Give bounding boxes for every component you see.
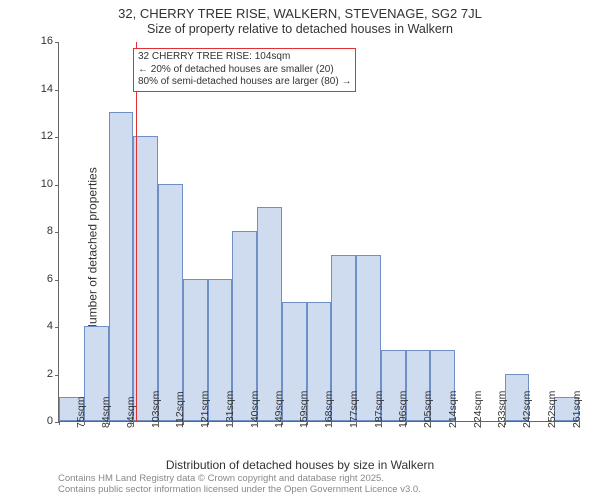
x-tick-label: 177sqm: [348, 391, 360, 428]
chart-title-main: 32, CHERRY TREE RISE, WALKERN, STEVENAGE…: [0, 6, 600, 21]
x-tick-label: 233sqm: [496, 391, 508, 428]
x-tick-label: 140sqm: [249, 391, 261, 428]
x-tick-mark: [109, 421, 110, 425]
x-tick-mark: [232, 421, 233, 425]
x-tick-label: 252sqm: [546, 391, 558, 428]
y-tick-label: 2: [23, 368, 59, 380]
footer-note: Contains HM Land Registry data © Crown c…: [58, 474, 421, 496]
annotation-line-2: ← 20% of detached houses are smaller (20…: [138, 64, 351, 77]
x-tick-mark: [133, 421, 134, 425]
x-tick-label: 205sqm: [422, 391, 434, 428]
annotation-box: 32 CHERRY TREE RISE: 104sqm ← 20% of det…: [133, 48, 356, 92]
x-tick-label: 131sqm: [224, 391, 236, 428]
y-tick-label: 6: [23, 273, 59, 285]
x-tick-label: 187sqm: [373, 391, 385, 428]
plot-area: 32 CHERRY TREE RISE: 104sqm ← 20% of det…: [58, 42, 578, 422]
histogram-bar: [109, 112, 134, 421]
x-tick-label: 261sqm: [571, 391, 583, 428]
x-tick-label: 94sqm: [125, 396, 137, 428]
x-tick-mark: [282, 421, 283, 425]
x-tick-label: 168sqm: [323, 391, 335, 428]
x-tick-mark: [257, 421, 258, 425]
y-tick-label: 12: [23, 130, 59, 142]
y-tick-label: 0: [23, 415, 59, 427]
x-tick-mark: [59, 421, 60, 425]
x-tick-mark: [455, 421, 456, 425]
x-tick-label: 214sqm: [447, 391, 459, 428]
x-tick-mark: [208, 421, 209, 425]
x-tick-label: 103sqm: [150, 391, 162, 428]
x-tick-mark: [183, 421, 184, 425]
x-tick-label: 112sqm: [174, 391, 186, 428]
x-tick-label: 224sqm: [472, 391, 484, 428]
y-tick-label: 4: [23, 320, 59, 332]
x-tick-mark: [579, 421, 580, 425]
x-tick-mark: [307, 421, 308, 425]
footer-line-2: Contains public sector information licen…: [58, 485, 421, 496]
x-tick-mark: [331, 421, 332, 425]
histogram-bar: [133, 136, 158, 421]
chart-container: 32, CHERRY TREE RISE, WALKERN, STEVENAGE…: [0, 0, 600, 500]
x-axis-label: Distribution of detached houses by size …: [0, 458, 600, 472]
x-tick-label: 75sqm: [75, 396, 87, 428]
x-tick-label: 84sqm: [100, 396, 112, 428]
x-tick-mark: [554, 421, 555, 425]
x-tick-mark: [84, 421, 85, 425]
x-tick-mark: [356, 421, 357, 425]
x-tick-mark: [158, 421, 159, 425]
x-tick-label: 242sqm: [521, 391, 533, 428]
reference-line: [136, 42, 137, 421]
histogram-bar: [158, 184, 183, 422]
y-tick-label: 8: [23, 225, 59, 237]
x-tick-label: 149sqm: [273, 391, 285, 428]
x-tick-label: 196sqm: [397, 391, 409, 428]
x-tick-mark: [529, 421, 530, 425]
annotation-line-1: 32 CHERRY TREE RISE: 104sqm: [138, 51, 351, 64]
annotation-line-3: 80% of semi-detached houses are larger (…: [138, 76, 351, 89]
bars-group: [59, 42, 578, 421]
x-tick-label: 121sqm: [199, 391, 211, 428]
y-tick-label: 14: [23, 83, 59, 95]
histogram-bar: [257, 207, 282, 421]
x-tick-mark: [406, 421, 407, 425]
x-tick-mark: [505, 421, 506, 425]
y-tick-label: 10: [23, 178, 59, 190]
chart-title-sub: Size of property relative to detached ho…: [0, 22, 600, 36]
x-tick-label: 159sqm: [298, 391, 310, 428]
y-tick-label: 16: [23, 35, 59, 47]
x-tick-mark: [430, 421, 431, 425]
x-tick-mark: [480, 421, 481, 425]
x-tick-mark: [381, 421, 382, 425]
